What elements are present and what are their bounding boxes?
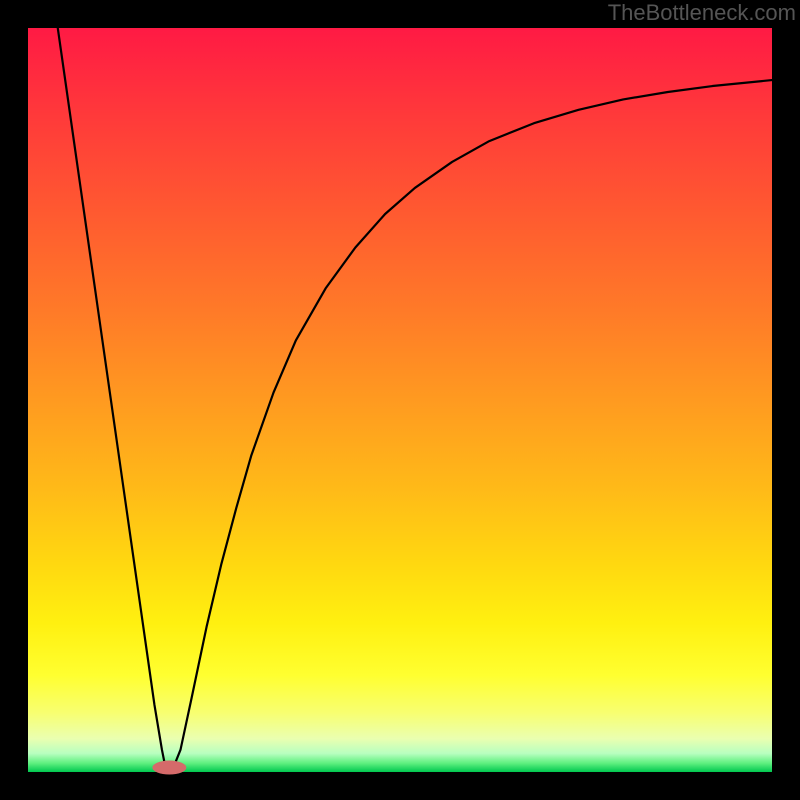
plot-background [28,28,772,772]
watermark-text: TheBottleneck.com [608,0,796,26]
chart-container: { "watermark": { "text": "TheBottleneck.… [0,0,800,800]
bottleneck-chart [0,0,800,800]
minimum-marker [152,761,186,775]
